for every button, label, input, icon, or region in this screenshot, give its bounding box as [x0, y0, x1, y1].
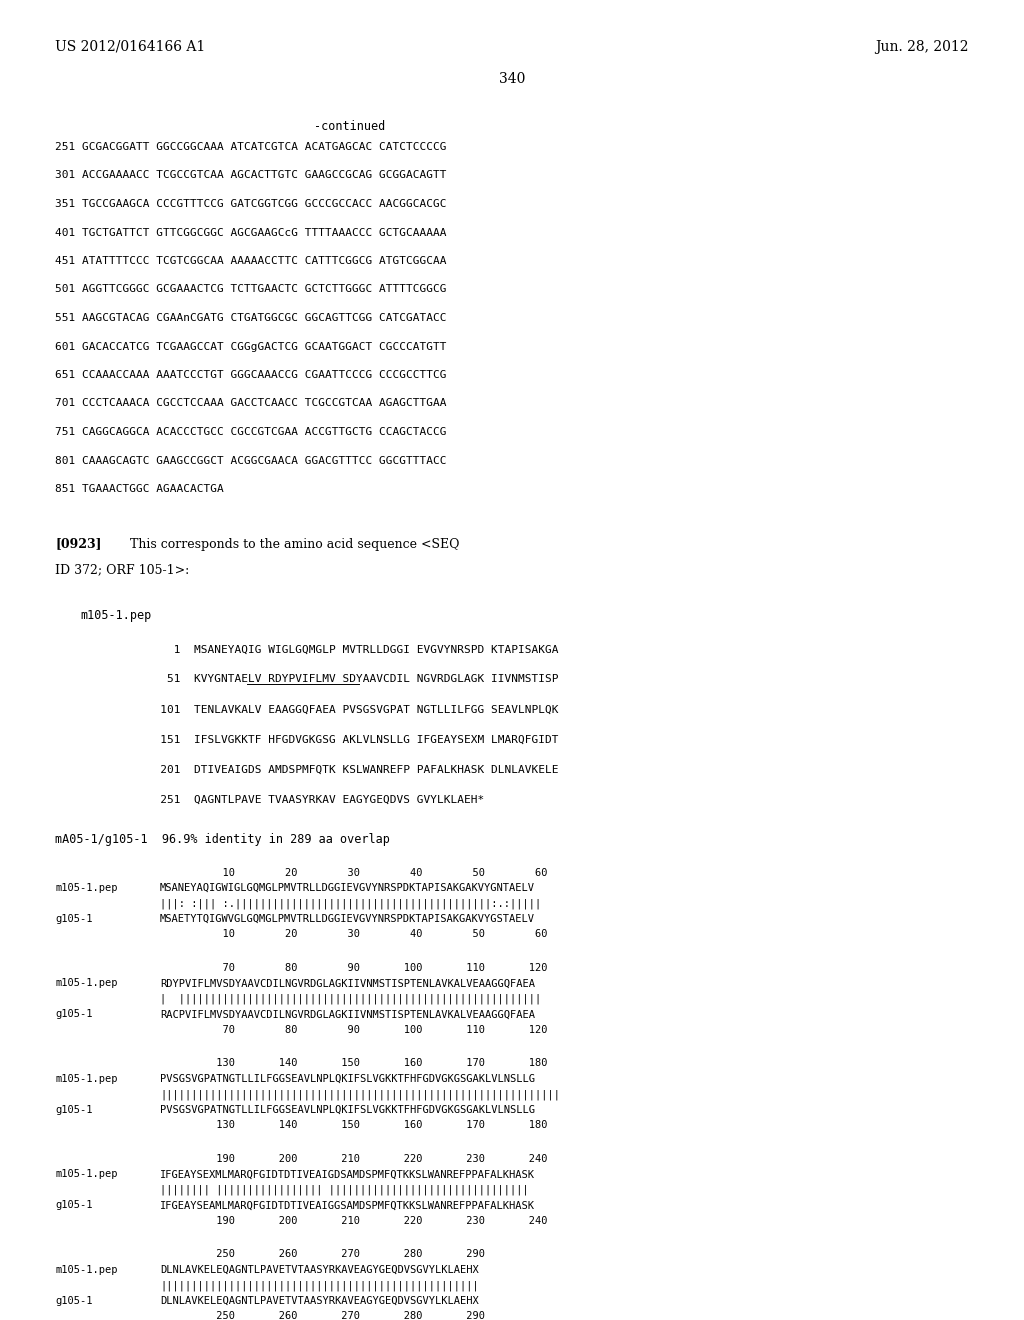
Text: -continued: -continued — [314, 120, 386, 133]
Text: ||||||||||||||||||||||||||||||||||||||||||||||||||||||||||||||||: ||||||||||||||||||||||||||||||||||||||||… — [160, 1089, 560, 1100]
Text: 130       140       150       160       170       180: 130 140 150 160 170 180 — [160, 1059, 548, 1068]
Text: 70        80        90       100       110       120: 70 80 90 100 110 120 — [160, 1026, 548, 1035]
Text: mA05-1/g105-1  96.9% identity in 289 aa overlap: mA05-1/g105-1 96.9% identity in 289 aa o… — [55, 833, 390, 846]
Text: 70        80        90       100       110       120: 70 80 90 100 110 120 — [160, 964, 548, 973]
Text: IFGEAYSEAMLMARQFGIDTDTIVEAIGGSAMDSPMFQTKKSLWANREFPPAFALKHASK: IFGEAYSEAMLMARQFGIDTDTIVEAIGGSAMDSPMFQTK… — [160, 1200, 535, 1210]
Text: 101  TENLAVKALV EAAGGQFAEA PVSGSVGPAT NGTLLILFGG SEAVLNPLQK: 101 TENLAVKALV EAAGGQFAEA PVSGSVGPAT NGT… — [140, 705, 558, 714]
Text: 701 CCCTCAAACA CGCCTCCAAA GACCTCAACC TCGCCGTCAA AGAGCTTGAA: 701 CCCTCAAACA CGCCTCCAAA GACCTCAACC TCG… — [55, 399, 446, 408]
Text: 451 ATATTTTCCC TCGTCGGCAA AAAAACCTTC CATTTCGGCG ATGTCGGCAA: 451 ATATTTTCCC TCGTCGGCAA AAAAACCTTC CAT… — [55, 256, 446, 267]
Text: DLNLAVKELEQAGNTLPAVETVTAASYRKAVEAGYGEQDVSGVYLKLAEHX: DLNLAVKELEQAGNTLPAVETVTAASYRKAVEAGYGEQDV… — [160, 1265, 479, 1275]
Text: 340: 340 — [499, 73, 525, 86]
Text: PVSGSVGPATNGTLLILFGGSEAVLNPLQKIFSLVGKKTFHFGDVGKGSGAKLVLNSLLG: PVSGSVGPATNGTLLILFGGSEAVLNPLQKIFSLVGKKTF… — [160, 1105, 535, 1115]
Text: [0923]: [0923] — [55, 537, 101, 550]
Text: 10        20        30        40        50        60: 10 20 30 40 50 60 — [160, 867, 548, 878]
Text: US 2012/0164166 A1: US 2012/0164166 A1 — [55, 40, 205, 54]
Text: 851 TGAAACTGGC AGAACACTGA: 851 TGAAACTGGC AGAACACTGA — [55, 484, 224, 494]
Text: m105-1.pep: m105-1.pep — [55, 883, 118, 894]
Text: g105-1: g105-1 — [55, 1200, 92, 1210]
Text: g105-1: g105-1 — [55, 1105, 92, 1115]
Text: m105-1.pep: m105-1.pep — [80, 610, 152, 623]
Text: m105-1.pep: m105-1.pep — [55, 1265, 118, 1275]
Text: 801 CAAAGCAGTC GAAGCCGGCT ACGGCGAACA GGACGTTTCC GGCGTTTACC: 801 CAAAGCAGTC GAAGCCGGCT ACGGCGAACA GGA… — [55, 455, 446, 466]
Text: 190       200       210       220       230       240: 190 200 210 220 230 240 — [160, 1216, 548, 1226]
Text: 201  DTIVEAIGDS AMDSPMFQTK KSLWANREFP PAFALKHASK DLNLAVKELE: 201 DTIVEAIGDS AMDSPMFQTK KSLWANREFP PAF… — [140, 764, 558, 775]
Text: 551 AAGCGTACAG CGAAnCGATG CTGATGGCGC GGCAGTTCGG CATCGATACC: 551 AAGCGTACAG CGAAnCGATG CTGATGGCGC GGC… — [55, 313, 446, 323]
Text: |||: :||| :.|||||||||||||||||||||||||||||||||||||||||:.:|||||: |||: :||| :.||||||||||||||||||||||||||||… — [160, 899, 542, 909]
Text: m105-1.pep: m105-1.pep — [55, 978, 118, 989]
Text: ID 372; ORF 105-1>:: ID 372; ORF 105-1>: — [55, 564, 189, 577]
Text: |||||||||||||||||||||||||||||||||||||||||||||||||||: ||||||||||||||||||||||||||||||||||||||||… — [160, 1280, 479, 1291]
Text: 151  IFSLVGKKTF HFGDVGKGSG AKLVLNSLLG IFGEAYSEXM LMARQFGIDT: 151 IFSLVGKKTF HFGDVGKGSG AKLVLNSLLG IFG… — [140, 734, 558, 744]
Text: 751 CAGGCAGGCA ACACCCTGCC CGCCGTCGAA ACCGTTGCTG CCAGCTACCG: 751 CAGGCAGGCA ACACCCTGCC CGCCGTCGAA ACC… — [55, 426, 446, 437]
Text: m105-1.pep: m105-1.pep — [55, 1074, 118, 1084]
Text: 51  KVYGNTAELV RDYPVIFLMV SDYAAVCDIL NGVRDGLAGK IIVNMSTISP: 51 KVYGNTAELV RDYPVIFLMV SDYAAVCDIL NGVR… — [140, 675, 558, 685]
Text: RDYPVIFLMVSDYAAVCDILNGVRDGLAGKIIVNMSTISPTENLAVKALVEAAGGQFAEA: RDYPVIFLMVSDYAAVCDILNGVRDGLAGKIIVNMSTISP… — [160, 978, 535, 989]
Text: 351 TGCCGAAGCA CCCGTTTCCG GATCGGTCGG GCCCGCCACC AACGGCACGC: 351 TGCCGAAGCA CCCGTTTCCG GATCGGTCGG GCC… — [55, 199, 446, 209]
Text: g105-1: g105-1 — [55, 1296, 92, 1305]
Text: DLNLAVKELEQAGNTLPAVETVTAASYRKAVEAGYGEQDVSGVYLKLAEHX: DLNLAVKELEQAGNTLPAVETVTAASYRKAVEAGYGEQDV… — [160, 1296, 479, 1305]
Text: 10        20        30        40        50        60: 10 20 30 40 50 60 — [160, 929, 548, 940]
Text: 601 GACACCATCG TCGAAGCCAT CGGgGACTCG GCAATGGACT CGCCCATGTT: 601 GACACCATCG TCGAAGCCAT CGGgGACTCG GCA… — [55, 342, 446, 351]
Text: m105-1.pep: m105-1.pep — [55, 1170, 118, 1180]
Text: g105-1: g105-1 — [55, 913, 92, 924]
Text: MSAETYTQIGWVGLGQMGLPMVTRLLDGGIEVGVYNRSPDKTAPISAKGAKVYGSTAELV: MSAETYTQIGWVGLGQMGLPMVTRLLDGGIEVGVYNRSPD… — [160, 913, 535, 924]
Text: 251  QAGNTLPAVE TVAASYRKAV EAGYGEQDVS GVYLKLAEH*: 251 QAGNTLPAVE TVAASYRKAV EAGYGEQDVS GVY… — [140, 795, 484, 804]
Text: 401 TGCTGATTCT GTTCGGCGGC AGCGAAGCcG TTTTAAACCC GCTGCAAAAA: 401 TGCTGATTCT GTTCGGCGGC AGCGAAGCcG TTT… — [55, 227, 446, 238]
Text: 190       200       210       220       230       240: 190 200 210 220 230 240 — [160, 1154, 548, 1164]
Text: |  ||||||||||||||||||||||||||||||||||||||||||||||||||||||||||: | ||||||||||||||||||||||||||||||||||||||… — [160, 994, 542, 1005]
Text: 130       140       150       160       170       180: 130 140 150 160 170 180 — [160, 1121, 548, 1130]
Text: RACPVIFLMVSDYAAVCDILNGVRDGLAGKIIVNMSTISPTENLAVKALVEAAGGQFAEA: RACPVIFLMVSDYAAVCDILNGVRDGLAGKIIVNMSTISP… — [160, 1010, 535, 1019]
Text: 501 AGGTTCGGGC GCGAAACTCG TCTTGAACTC GCTCTTGGGC ATTTTCGGCG: 501 AGGTTCGGGC GCGAAACTCG TCTTGAACTC GCT… — [55, 285, 446, 294]
Text: |||||||| ||||||||||||||||| ||||||||||||||||||||||||||||||||: |||||||| ||||||||||||||||| |||||||||||||… — [160, 1185, 528, 1196]
Text: 301 ACCGAAAACC TCGCCGTCAA AGCACTTGTC GAAGCCGCAG GCGGACAGTT: 301 ACCGAAAACC TCGCCGTCAA AGCACTTGTC GAA… — [55, 170, 446, 181]
Text: MSANEYAQIGWIGLGQMGLPMVTRLLDGGIEVGVYNRSPDKTAPISAKGAKVYGNTAELV: MSANEYAQIGWIGLGQMGLPMVTRLLDGGIEVGVYNRSPD… — [160, 883, 535, 894]
Text: 651 CCAAACCAAA AAATCCCTGT GGGCAAACCG CGAATTCCCG CCCGCCTTCG: 651 CCAAACCAAA AAATCCCTGT GGGCAAACCG CGA… — [55, 370, 446, 380]
Text: Jun. 28, 2012: Jun. 28, 2012 — [876, 40, 969, 54]
Text: PVSGSVGPATNGTLLILFGGSEAVLNPLQKIFSLVGKKTFHFGDVGKGSGAKLVLNSLLG: PVSGSVGPATNGTLLILFGGSEAVLNPLQKIFSLVGKKTF… — [160, 1074, 535, 1084]
Text: 1  MSANEYAQIG WIGLGQMGLP MVTRLLDGGI EVGVYNRSPD KTAPISAKGA: 1 MSANEYAQIG WIGLGQMGLP MVTRLLDGGI EVGVY… — [140, 644, 558, 655]
Text: 250       260       270       280       290: 250 260 270 280 290 — [160, 1312, 485, 1320]
Text: 250       260       270       280       290: 250 260 270 280 290 — [160, 1250, 485, 1259]
Text: g105-1: g105-1 — [55, 1010, 92, 1019]
Text: 251 GCGACGGATT GGCCGGCAAA ATCATCGTCA ACATGAGCAC CATCTCCCCG: 251 GCGACGGATT GGCCGGCAAA ATCATCGTCA ACA… — [55, 143, 446, 152]
Text: IFGEAYSEXMLMARQFGIDTDTIVEAIGDSAMDSPMFQTKKSLWANREFPPAFALKHASK: IFGEAYSEXMLMARQFGIDTDTIVEAIGDSAMDSPMFQTK… — [160, 1170, 535, 1180]
Text: This corresponds to the amino acid sequence <SEQ: This corresponds to the amino acid seque… — [130, 537, 460, 550]
